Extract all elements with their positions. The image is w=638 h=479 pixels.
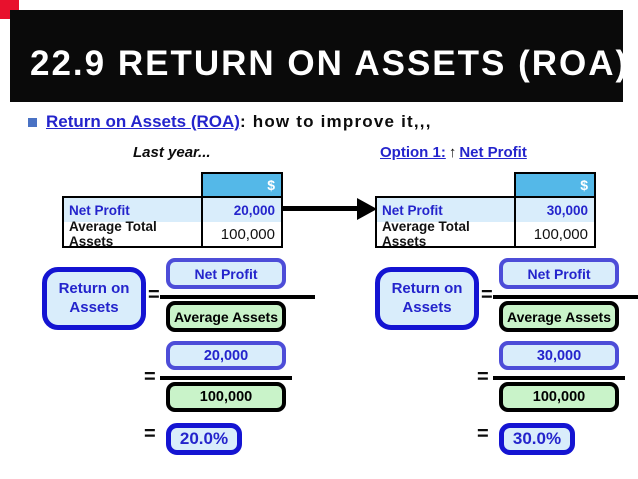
net-profit-link: Net Profit bbox=[459, 144, 527, 161]
return-on-assets-box: Return on Assets bbox=[42, 267, 146, 330]
table-row: Average Total Assets 100,000 bbox=[64, 219, 281, 249]
currency-header-cell: $ bbox=[514, 172, 596, 198]
option-1-label: Option 1: bbox=[380, 144, 446, 161]
denominator-box: Average Assets bbox=[499, 301, 619, 332]
fraction-line bbox=[493, 295, 638, 299]
return-on-assets-box: Return on Assets bbox=[375, 267, 479, 330]
panel-heading-option-1: Option 1: ↑ Net Profit bbox=[380, 144, 527, 161]
row-value: 30,000 bbox=[546, 202, 588, 218]
table-row: Net Profit 20,000 bbox=[64, 198, 281, 222]
roa-link-text: Return on Assets (ROA) bbox=[46, 112, 240, 131]
up-arrow-icon: ↑ bbox=[448, 144, 457, 161]
row-label: Net Profit bbox=[377, 198, 516, 222]
row-label: Average Total Assets bbox=[64, 219, 203, 249]
currency-header-cell: $ bbox=[201, 172, 283, 198]
numerator-value-box: 30,000 bbox=[499, 341, 619, 370]
formula-option-1: Return on Assets = Net Profit Average As… bbox=[371, 256, 638, 479]
title-bar: 22.9 RETURN ON ASSETS (ROA) bbox=[10, 10, 627, 102]
row-value: 100,000 bbox=[220, 225, 275, 243]
equals-sign: = bbox=[144, 423, 156, 445]
denominator-value-box: 100,000 bbox=[499, 382, 619, 412]
denominator-value-box: 100,000 bbox=[166, 382, 286, 412]
result-box: 20.0% bbox=[166, 423, 242, 455]
numerator-value-box: 20,000 bbox=[166, 341, 286, 370]
equals-sign: = bbox=[477, 366, 489, 388]
equals-sign: = bbox=[144, 366, 156, 388]
bullet-text: Return on Assets (ROA): how to improve i… bbox=[46, 112, 432, 132]
bullet-square-icon bbox=[28, 118, 37, 127]
equals-sign: = bbox=[148, 284, 160, 306]
table-body: Net Profit 20,000 Average Total Assets 1… bbox=[62, 196, 283, 249]
panel-heading-last-year: Last year... bbox=[133, 144, 211, 161]
bullet-rest-text: : how to improve it,,, bbox=[239, 112, 432, 131]
slide-title: 22.9 RETURN ON ASSETS (ROA) bbox=[30, 44, 630, 83]
table-row: Average Total Assets 100,000 bbox=[377, 219, 594, 249]
fraction-line bbox=[160, 295, 315, 299]
formula-last-year: Return on Assets = Net Profit Average As… bbox=[38, 256, 328, 479]
numerator-box: Net Profit bbox=[499, 258, 619, 289]
row-value: 20,000 bbox=[233, 202, 275, 218]
fraction-line bbox=[493, 376, 625, 380]
table-row: Net Profit 30,000 bbox=[377, 198, 594, 222]
equals-sign: = bbox=[477, 423, 489, 445]
result-box: 30.0% bbox=[499, 423, 575, 455]
equals-sign: = bbox=[481, 284, 493, 306]
bullet-line: Return on Assets (ROA): how to improve i… bbox=[28, 112, 432, 132]
table-body: Net Profit 30,000 Average Total Assets 1… bbox=[375, 196, 596, 249]
row-value: 100,000 bbox=[533, 225, 588, 243]
right-arrow-icon bbox=[283, 196, 378, 222]
numerator-box: Net Profit bbox=[166, 258, 286, 289]
denominator-box: Average Assets bbox=[166, 301, 286, 332]
row-label: Net Profit bbox=[64, 198, 203, 222]
row-label: Average Total Assets bbox=[377, 219, 516, 249]
fraction-line bbox=[160, 376, 292, 380]
